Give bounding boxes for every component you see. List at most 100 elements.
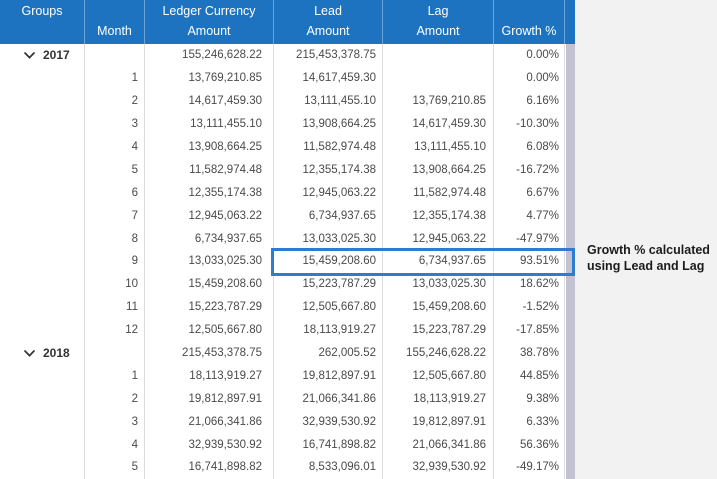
cell-month[interactable]: 3 <box>85 112 145 136</box>
cell-month[interactable]: 4 <box>85 135 145 159</box>
cell-month[interactable]: 12 <box>85 318 145 342</box>
cell-group[interactable] <box>0 433 85 457</box>
cell-month[interactable]: 5 <box>85 158 145 182</box>
cell-lag-amount[interactable]: 13,111,455.10 <box>383 135 494 159</box>
cell-lead-amount[interactable]: 262,005.52 <box>274 341 383 365</box>
cell-group[interactable]: 2018 <box>0 341 85 365</box>
cell-group[interactable] <box>0 66 85 90</box>
cell-group[interactable] <box>0 158 85 182</box>
cell-growth-percent[interactable]: 6.67% <box>494 181 565 205</box>
cell-group[interactable] <box>0 272 85 296</box>
cell-growth-percent[interactable]: 6.33% <box>494 410 565 434</box>
cell-group[interactable]: 2017 <box>0 44 85 67</box>
cell-ledger-amount[interactable]: 15,223,787.29 <box>145 295 274 319</box>
cell-lag-amount[interactable]: 14,617,459.30 <box>383 112 494 136</box>
cell-lag-amount[interactable]: 32,939,530.92 <box>383 456 494 479</box>
cell-growth-percent[interactable]: 18.62% <box>494 272 565 296</box>
cell-month[interactable]: 7 <box>85 204 145 228</box>
column-header-lag-amount[interactable]: Lag Amount <box>383 0 494 44</box>
cell-month[interactable]: 8 <box>85 227 145 251</box>
chevron-down-icon[interactable] <box>24 52 35 59</box>
cell-lag-amount[interactable]: 19,812,897.91 <box>383 410 494 434</box>
cell-ledger-amount[interactable]: 155,246,628.22 <box>145 44 274 67</box>
cell-growth-percent[interactable]: -10.30% <box>494 112 565 136</box>
cell-lead-amount[interactable]: 12,355,174.38 <box>274 158 383 182</box>
cell-lead-amount[interactable]: 15,223,787.29 <box>274 272 383 296</box>
column-header-month[interactable]: Month <box>85 0 145 44</box>
cell-month[interactable]: 11 <box>85 295 145 319</box>
cell-growth-percent[interactable]: -17.85% <box>494 318 565 342</box>
cell-group[interactable] <box>0 204 85 228</box>
cell-lag-amount[interactable]: 15,223,787.29 <box>383 318 494 342</box>
cell-month[interactable] <box>85 44 145 67</box>
cell-lag-amount[interactable]: 13,769,210.85 <box>383 89 494 113</box>
cell-growth-percent[interactable]: 6.08% <box>494 135 565 159</box>
cell-growth-percent[interactable]: 38.78% <box>494 341 565 365</box>
cell-growth-percent[interactable]: 6.16% <box>494 89 565 113</box>
cell-ledger-amount[interactable]: 13,769,210.85 <box>145 66 274 90</box>
cell-growth-percent[interactable]: -16.72% <box>494 158 565 182</box>
cell-month[interactable] <box>85 341 145 365</box>
cell-ledger-amount[interactable]: 18,113,919.27 <box>145 364 274 388</box>
cell-ledger-amount[interactable]: 12,945,063.22 <box>145 204 274 228</box>
cell-lag-amount[interactable]: 12,355,174.38 <box>383 204 494 228</box>
cell-month[interactable]: 1 <box>85 364 145 388</box>
cell-growth-percent[interactable]: 4.77% <box>494 204 565 228</box>
cell-growth-percent[interactable]: 93.51% <box>494 250 565 273</box>
cell-lead-amount[interactable]: 13,908,664.25 <box>274 112 383 136</box>
cell-group[interactable] <box>0 227 85 251</box>
cell-lead-amount[interactable]: 8,533,096.01 <box>274 456 383 479</box>
cell-lead-amount[interactable]: 19,812,897.91 <box>274 364 383 388</box>
cell-growth-percent[interactable]: 0.00% <box>494 66 565 90</box>
cell-lead-amount[interactable]: 215,453,378.75 <box>274 44 383 67</box>
cell-lead-amount[interactable]: 12,505,667.80 <box>274 295 383 319</box>
cell-group[interactable] <box>0 410 85 434</box>
cell-group[interactable] <box>0 295 85 319</box>
cell-ledger-amount[interactable]: 15,459,208.60 <box>145 272 274 296</box>
cell-group[interactable] <box>0 89 85 113</box>
cell-lag-amount[interactable]: 11,582,974.48 <box>383 181 494 205</box>
cell-ledger-amount[interactable]: 13,033,025.30 <box>145 250 274 273</box>
cell-ledger-amount[interactable]: 11,582,974.48 <box>145 158 274 182</box>
cell-ledger-amount[interactable]: 19,812,897.91 <box>145 387 274 411</box>
cell-lead-amount[interactable]: 21,066,341.86 <box>274 387 383 411</box>
cell-lead-amount[interactable]: 12,945,063.22 <box>274 181 383 205</box>
cell-lag-amount[interactable] <box>383 44 494 67</box>
column-header-lead-amount[interactable]: Lead Amount <box>274 0 383 44</box>
cell-month[interactable]: 3 <box>85 410 145 434</box>
cell-group[interactable] <box>0 456 85 479</box>
cell-lag-amount[interactable]: 18,113,919.27 <box>383 387 494 411</box>
cell-month[interactable]: 4 <box>85 433 145 457</box>
cell-group[interactable] <box>0 387 85 411</box>
cell-group[interactable] <box>0 318 85 342</box>
cell-ledger-amount[interactable]: 16,741,898.82 <box>145 456 274 479</box>
cell-lead-amount[interactable]: 18,113,919.27 <box>274 318 383 342</box>
cell-ledger-amount[interactable]: 32,939,530.92 <box>145 433 274 457</box>
cell-ledger-amount[interactable]: 13,908,664.25 <box>145 135 274 159</box>
cell-lag-amount[interactable]: 13,033,025.30 <box>383 272 494 296</box>
cell-month[interactable]: 2 <box>85 387 145 411</box>
cell-ledger-amount[interactable]: 13,111,455.10 <box>145 112 274 136</box>
cell-group[interactable] <box>0 135 85 159</box>
cell-ledger-amount[interactable]: 6,734,937.65 <box>145 227 274 251</box>
cell-growth-percent[interactable]: 44.85% <box>494 364 565 388</box>
cell-ledger-amount[interactable]: 21,066,341.86 <box>145 410 274 434</box>
cell-ledger-amount[interactable]: 14,617,459.30 <box>145 89 274 113</box>
cell-lag-amount[interactable]: 12,505,667.80 <box>383 364 494 388</box>
cell-lead-amount[interactable]: 14,617,459.30 <box>274 66 383 90</box>
cell-ledger-amount[interactable]: 12,505,667.80 <box>145 318 274 342</box>
cell-growth-percent[interactable]: -47.97% <box>494 227 565 251</box>
cell-month[interactable]: 5 <box>85 456 145 479</box>
cell-lag-amount[interactable]: 155,246,628.22 <box>383 341 494 365</box>
cell-group[interactable] <box>0 112 85 136</box>
cell-growth-percent[interactable]: 56.36% <box>494 433 565 457</box>
cell-group[interactable] <box>0 181 85 205</box>
cell-lag-amount[interactable]: 21,066,341.86 <box>383 433 494 457</box>
cell-lead-amount[interactable]: 15,459,208.60 <box>274 250 383 273</box>
cell-month[interactable]: 1 <box>85 66 145 90</box>
cell-lead-amount[interactable]: 32,939,530.92 <box>274 410 383 434</box>
cell-month[interactable]: 2 <box>85 89 145 113</box>
column-header-growth-percent[interactable]: Growth % <box>494 0 565 44</box>
cell-group[interactable] <box>0 364 85 388</box>
cell-lead-amount[interactable]: 13,033,025.30 <box>274 227 383 251</box>
